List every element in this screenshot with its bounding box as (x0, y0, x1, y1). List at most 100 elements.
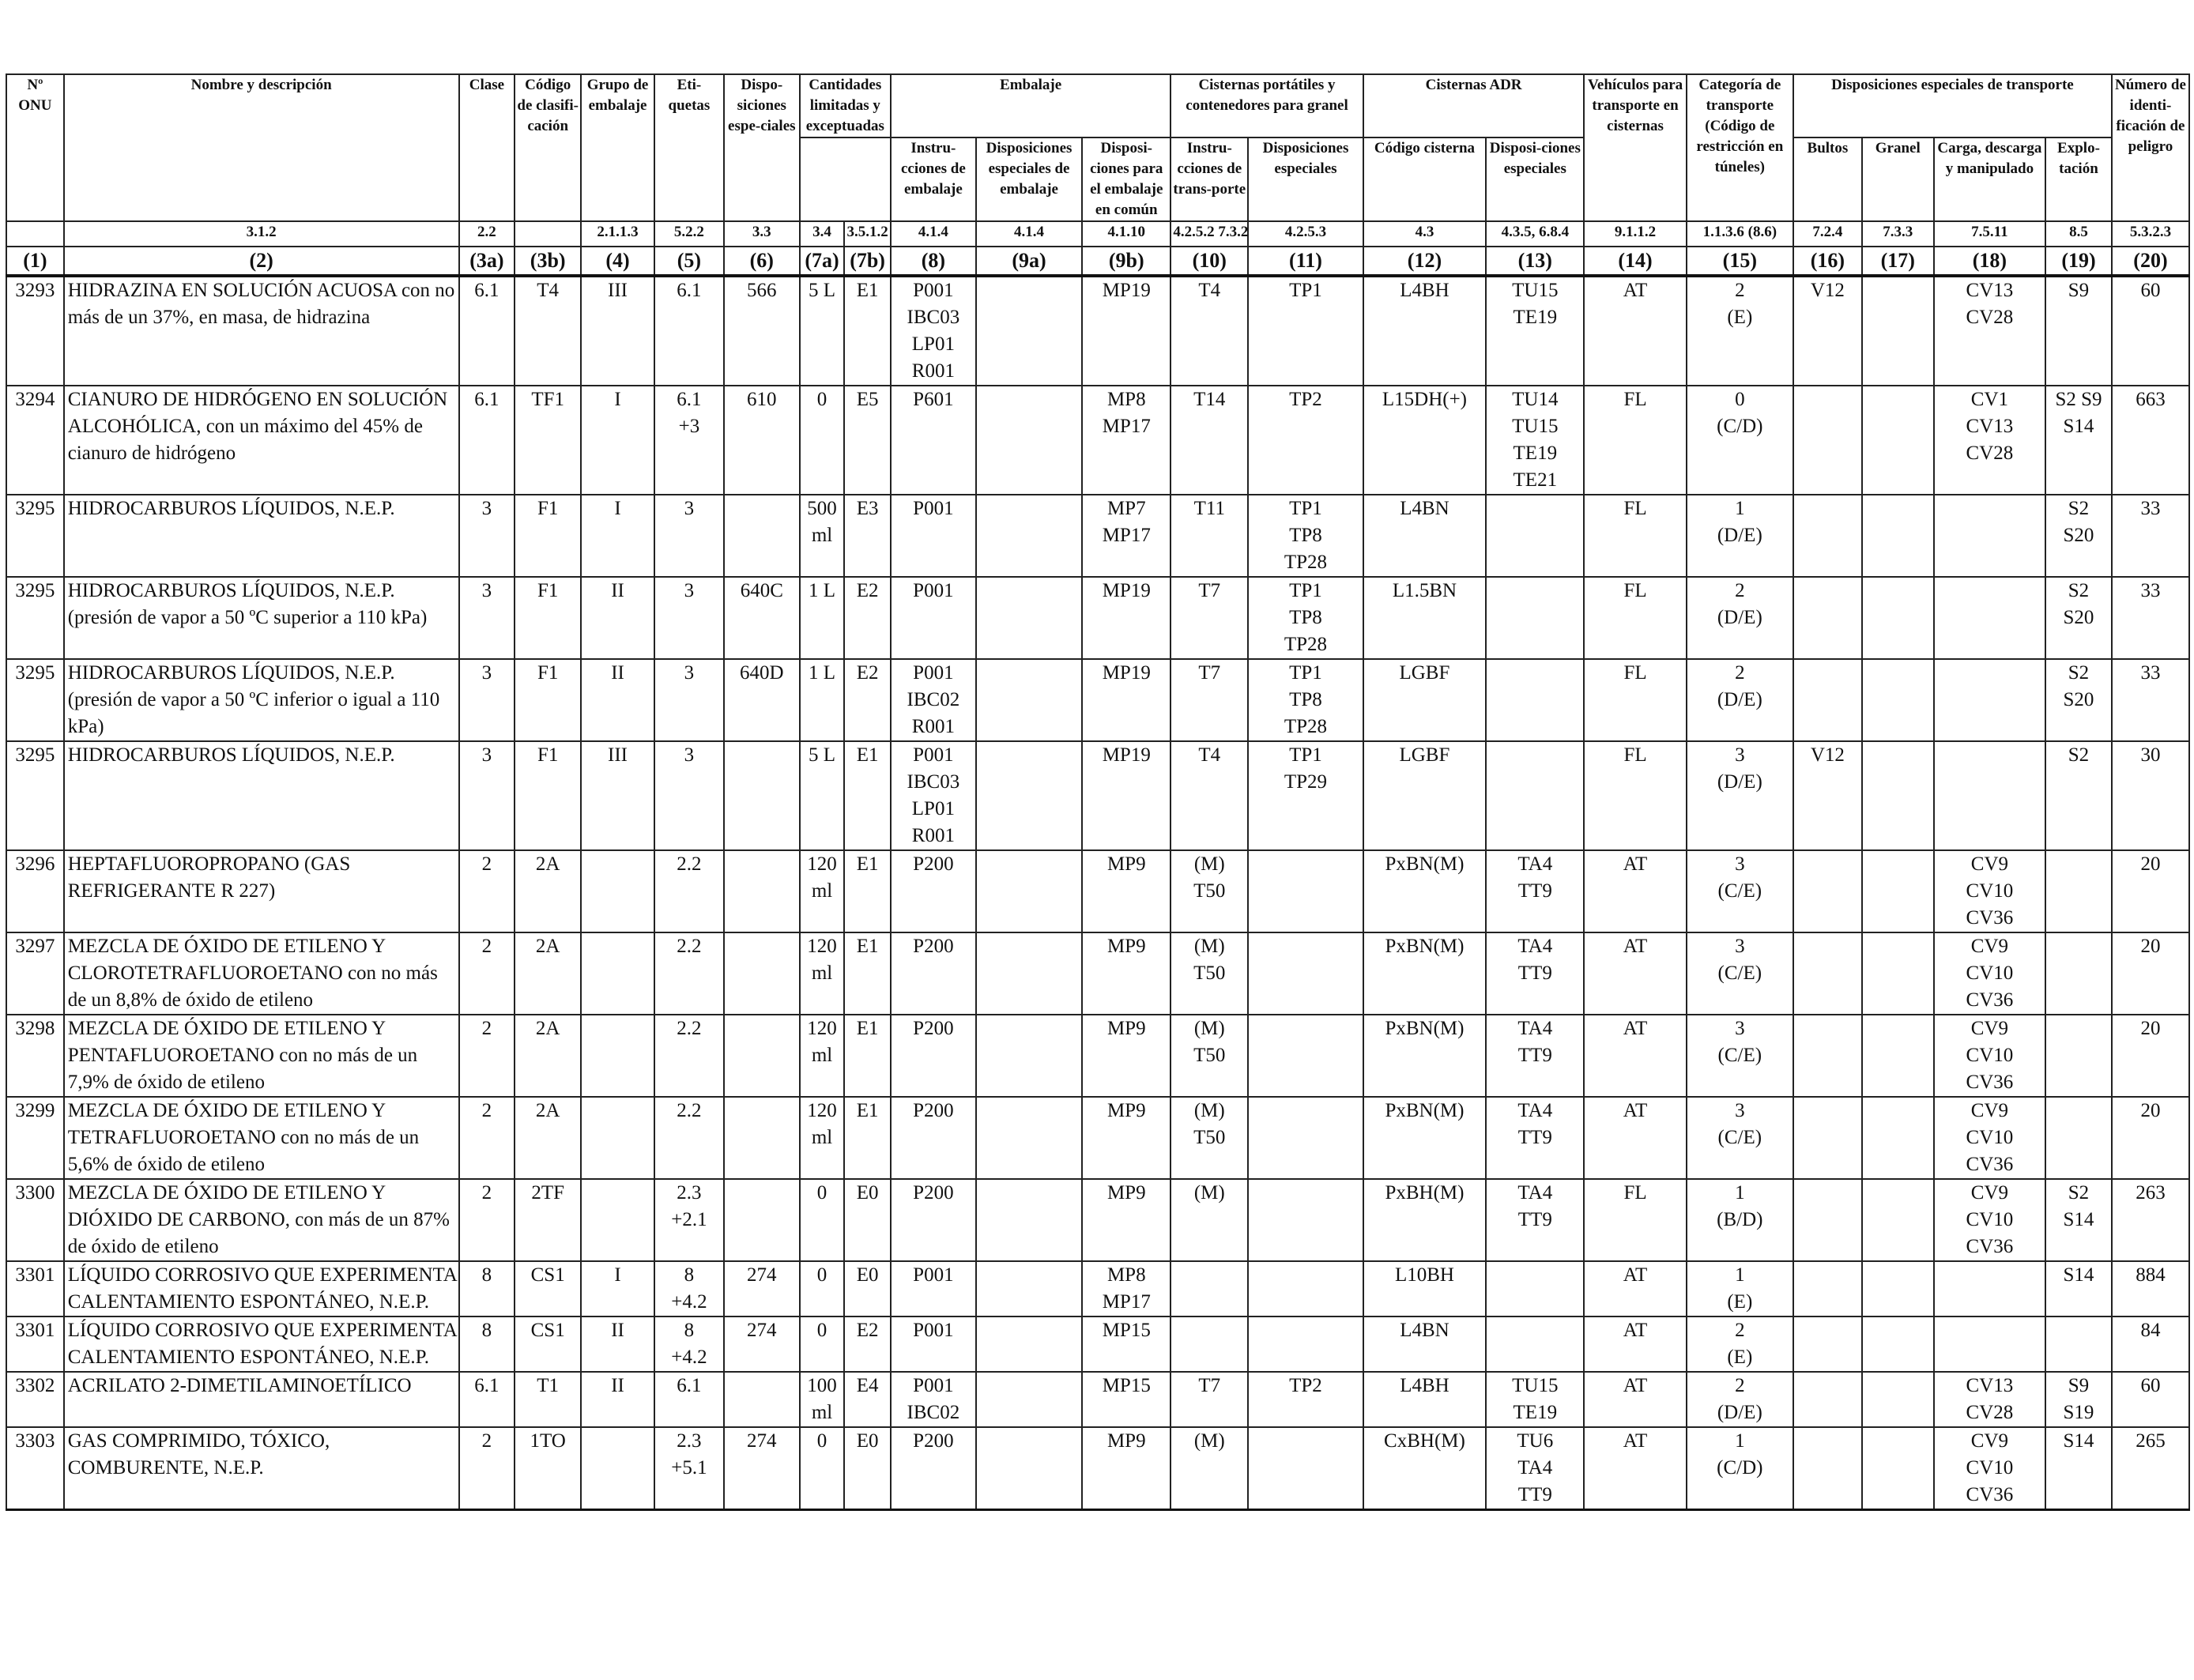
table-cell-line: 0 (816, 1430, 827, 1452)
table-cell: CV9 CV10 CV36 (1932, 1014, 2047, 1098)
name-cell-line: ACRILATO 2-DIMETILAMINOETÍLICO (67, 1375, 412, 1396)
table-cell-line: 3295 (15, 498, 55, 519)
table-cell-line: MP9 (1106, 1100, 1146, 1121)
table-cell-line: (E) (1727, 1291, 1753, 1313)
table-cell-line: CV36 (1966, 1236, 2014, 1257)
table-cell-line: 6.1 (677, 389, 702, 410)
table-cell: 2 (458, 932, 516, 1015)
table-cell: E2 (843, 658, 892, 742)
table-cell (974, 494, 1084, 578)
column-number: (3a) (458, 246, 516, 277)
table-cell-line: II (611, 1320, 624, 1341)
table-row: 3295 HIDROCARBUROS LÍQUIDOS, N.E.P. 3 F1 I 3 5… (6, 494, 2191, 578)
table-cell: III (580, 275, 655, 386)
table-cell-line: TE19 (1513, 307, 1558, 328)
table-cell-line: V12 (1810, 280, 1845, 301)
table-cell-line: (E) (1727, 1347, 1753, 1368)
table-cell-line: (B/D) (1717, 1209, 1763, 1230)
column-number: (9a) (974, 246, 1084, 277)
header-reference-line: 4.1.10 (1107, 224, 1146, 240)
name-cell-line: MEZCLA DE ÓXIDO DE ETILENO Y TETRAFLUORO… (67, 1100, 420, 1175)
table-cell-line: (M) (1193, 1430, 1225, 1452)
table-cell-line: 0 (1735, 389, 1745, 410)
header-portable-tank-special-provisions: Disposiciones especiales (1247, 137, 1364, 222)
table-cell: FL (1583, 1178, 1687, 1262)
table-cell: (M) T50 (1170, 1014, 1250, 1098)
table-cell-line: TU15 (1512, 416, 1559, 437)
table-cell (974, 1371, 1084, 1428)
column-number: (2) (62, 246, 460, 277)
table-cell (1792, 658, 1863, 742)
table-cell-line: 3 (684, 498, 695, 519)
table-cell: P200 (889, 849, 977, 933)
table-cell: TA4 TT9 (1485, 932, 1585, 1015)
table-cell (974, 932, 1084, 1015)
table-cell-line: 120 (807, 1018, 837, 1039)
header-tank-code: Código cisterna (1362, 137, 1487, 222)
table-cell (722, 849, 801, 933)
table-cell-line: (D/E) (1717, 525, 1762, 546)
table-cell-line: CV28 (1966, 443, 2014, 464)
table-cell-line: 8 (684, 1320, 695, 1341)
table-cell-line: 20 (2140, 936, 2161, 957)
table-cell-line: 1 (1735, 498, 1745, 519)
table-cell-line: F1 (537, 498, 559, 519)
name-cell-line: LÍQUIDO CORROSIVO QUE EXPERIMENTA CALENT… (67, 1264, 457, 1313)
table-cell: 8 +4.2 (653, 1316, 725, 1373)
column-number: (20) (2110, 246, 2191, 277)
table-cell-line: 2 (481, 1430, 492, 1452)
table-cell: 20 (2110, 932, 2191, 1015)
table-cell: L4BH (1362, 275, 1487, 386)
table-cell-line: AT (1623, 853, 1648, 875)
name-cell-line: HEPTAFLUOROPROPANO (GAS REFRIGERANTE R 2… (67, 853, 351, 902)
table-cell-line: 0 (816, 1320, 827, 1341)
table-cell-line: CV36 (1966, 907, 2014, 929)
table-cell-line: (C/E) (1717, 880, 1762, 902)
table-cell-line: CV9 (1970, 1018, 2008, 1039)
header-reference: 5.2.2 (653, 220, 725, 247)
table-cell (974, 385, 1084, 495)
table-cell: V12 (1792, 275, 1863, 386)
table-cell-line: (C/D) (1717, 416, 1763, 437)
table-cell-line: 0 (816, 389, 827, 410)
table-cell-line: 3303 (15, 1430, 55, 1452)
header-limited-quantities: Cantidades limitadas y exceptuadas (798, 73, 892, 138)
table-cell-line: 1 L (809, 662, 836, 684)
table-cell: 3 (C/E) (1685, 932, 1794, 1015)
table-cell: TP1 TP8 TP28 (1247, 576, 1364, 660)
table-cell: 120 ml (798, 932, 846, 1015)
table-cell: CV9 CV10 CV36 (1932, 1178, 2047, 1262)
table-cell-line: III (608, 744, 628, 766)
table-cell (974, 1096, 1084, 1180)
table-cell-line: TA4 (1517, 1100, 1553, 1121)
table-cell-line: 500 (807, 498, 837, 519)
table-cell-line: S14 (2063, 1209, 2094, 1230)
table-cell-line: 33 (2140, 580, 2161, 601)
table-cell: CV9 CV10 CV36 (1932, 932, 2047, 1015)
table-cell-line: (M) (1193, 936, 1225, 957)
table-cell: MP19 (1081, 658, 1172, 742)
table-cell (1485, 494, 1585, 578)
table-cell: AT (1583, 849, 1687, 933)
table-cell-line: S19 (2063, 1402, 2094, 1423)
table-cell-line: IBC02 (907, 689, 960, 710)
name-cell: HIDROCARBUROS LÍQUIDOS, N.E.P. (62, 740, 460, 851)
table-cell-line: PxBH(M) (1385, 1182, 1465, 1203)
header-reference: 5.3.2.3 (2110, 220, 2191, 247)
table-cell: 33 (2110, 658, 2191, 742)
table-cell: P001 IBC03 LP01 R001 (889, 275, 977, 386)
table-cell (1792, 1178, 1863, 1262)
table-cell: MP9 (1081, 932, 1172, 1015)
table-cell (1860, 1371, 1935, 1428)
header-reference-line: 7.3.3 (1883, 224, 1913, 240)
table-cell (2045, 932, 2113, 1015)
table-cell-line: 2.3 (677, 1430, 702, 1452)
table-cell: 5 L (798, 740, 846, 851)
name-cell-line: HIDROCARBUROS LÍQUIDOS, N.E.P. (67, 744, 395, 766)
table-cell-line: TP1 (1289, 580, 1322, 601)
table-cell: AT (1583, 1096, 1687, 1180)
header-packing-instructions: Instru-cciones de embalaje (889, 137, 977, 222)
table-row: 3293 HIDRAZINA EN SOLUCIÓN ACUOSA con no … (6, 275, 2191, 386)
table-cell (974, 740, 1084, 851)
table-cell (1247, 1096, 1364, 1180)
